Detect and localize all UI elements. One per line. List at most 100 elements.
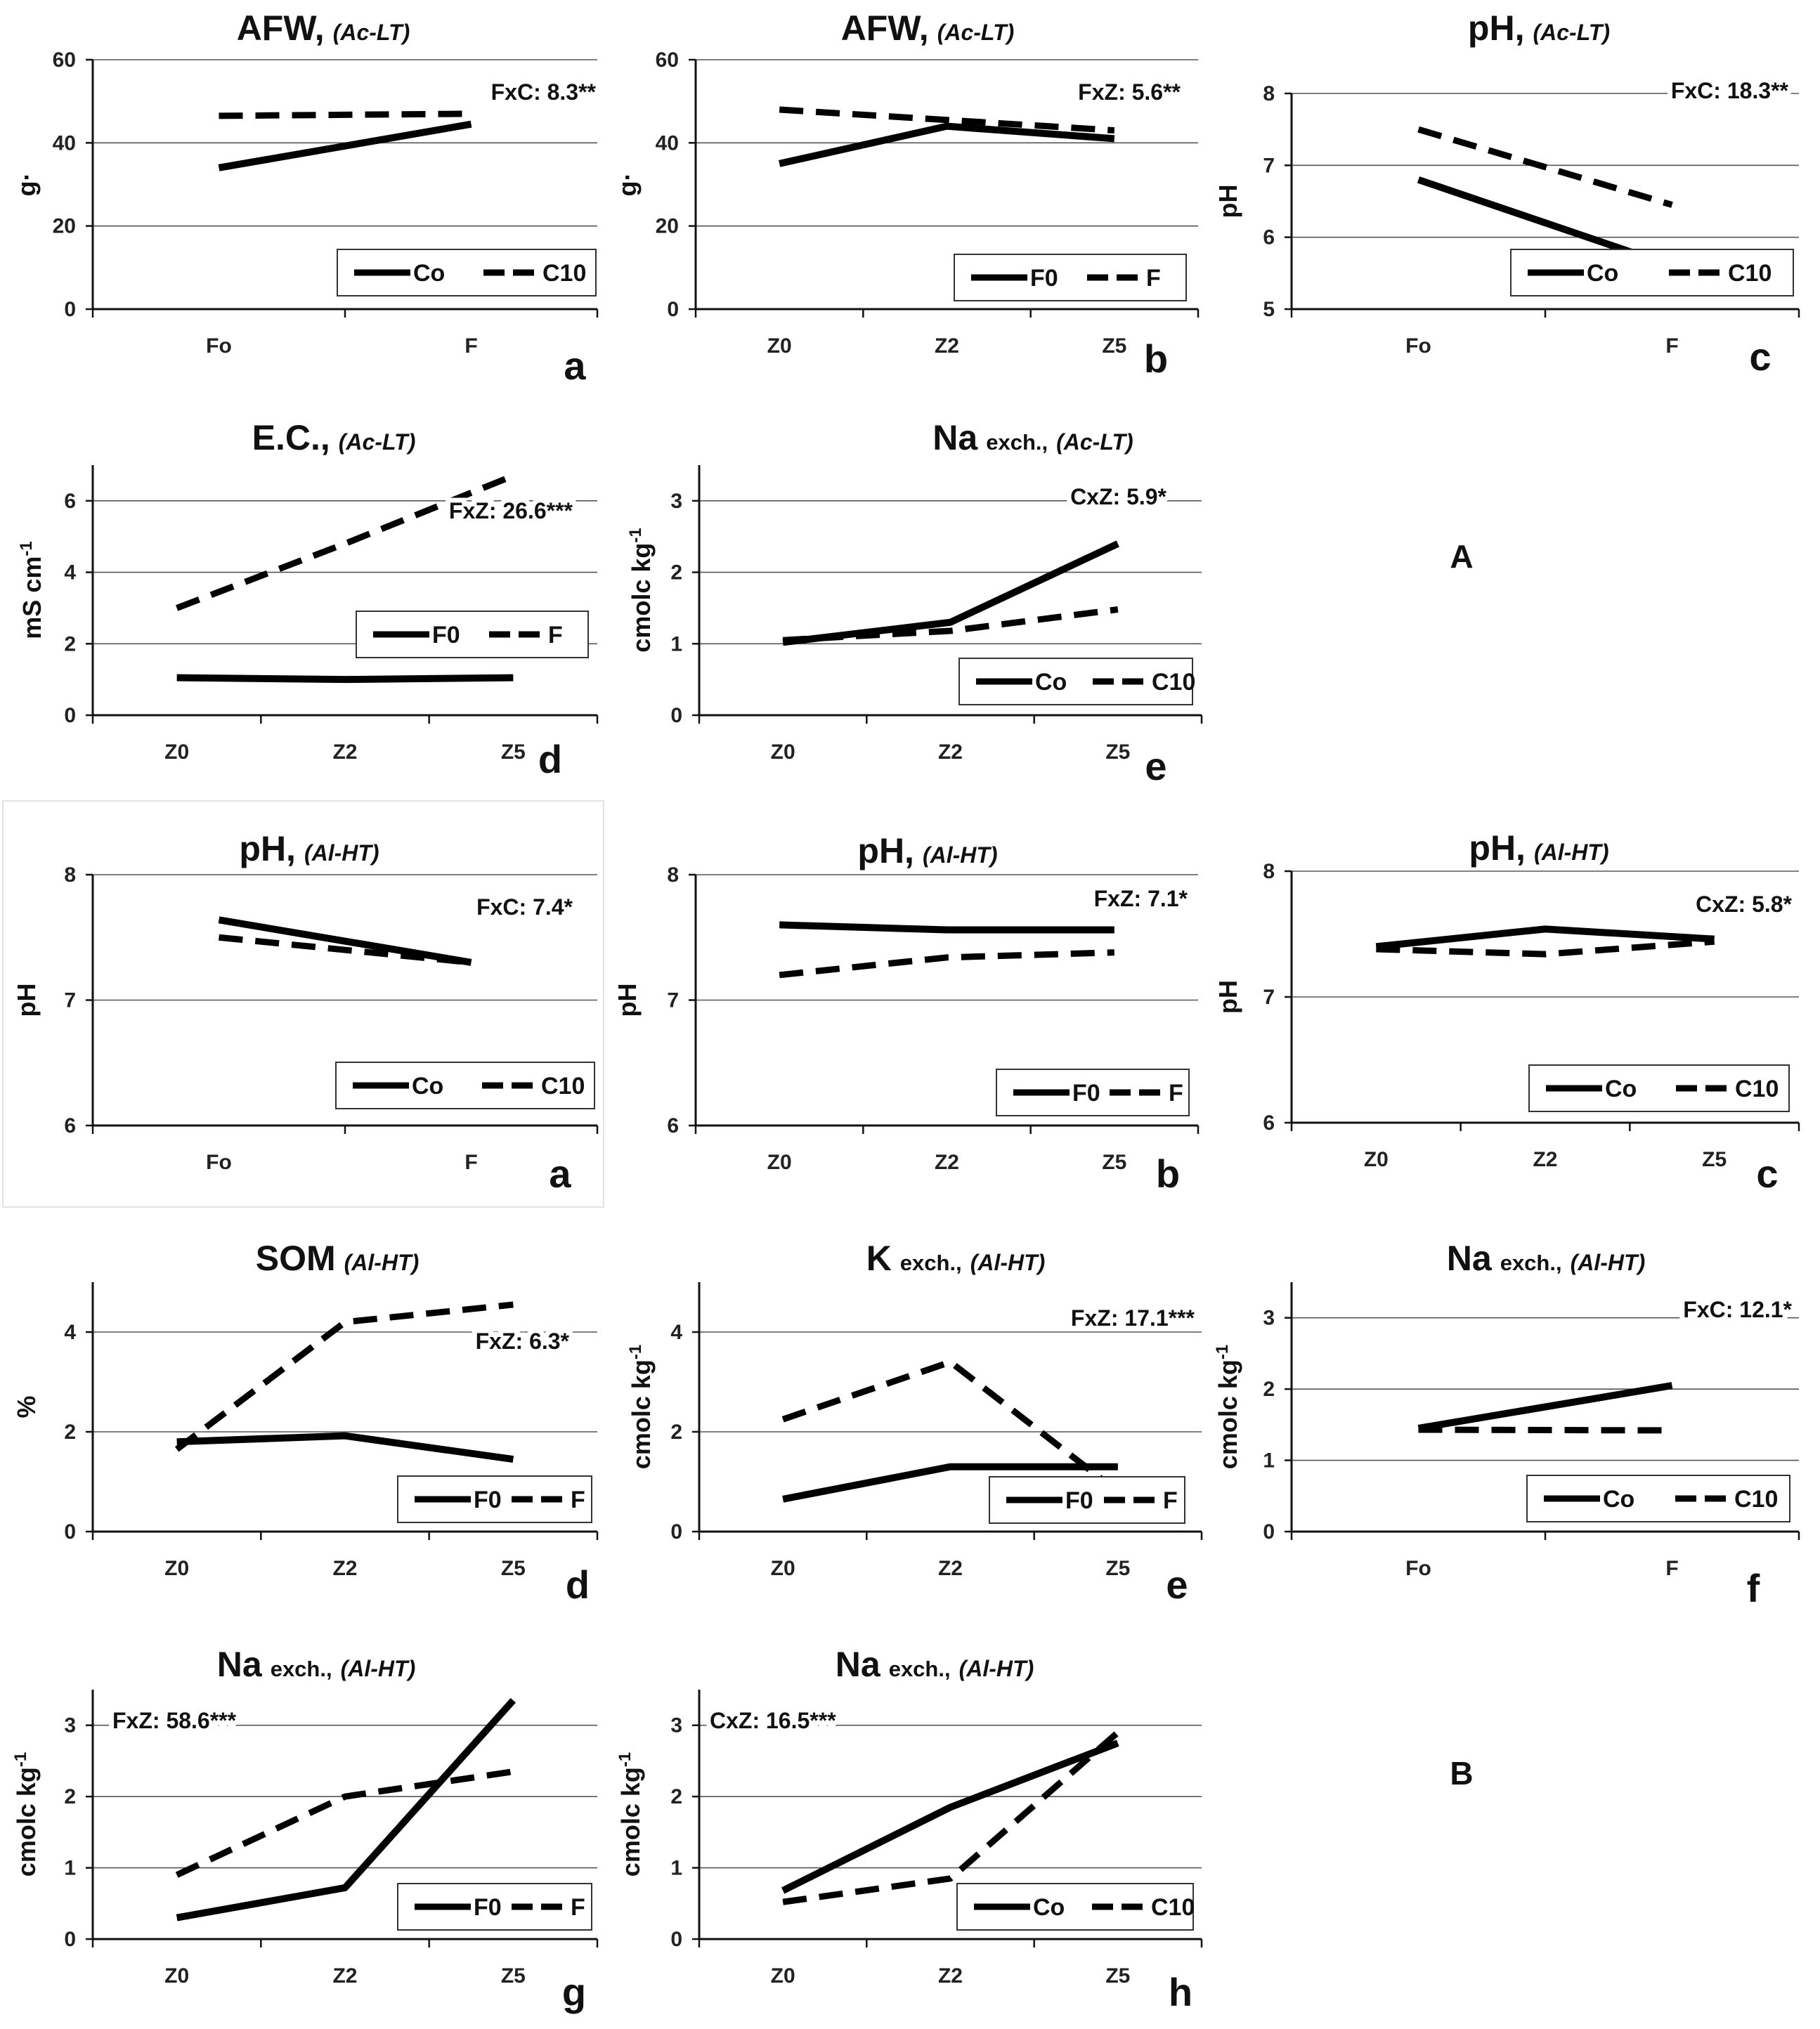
chart-title-qualifier: (Ac-LT) xyxy=(339,429,416,455)
x-tick-label: Z5 xyxy=(1102,1151,1126,1174)
y-tick-label: 7 xyxy=(1263,154,1275,177)
y-axis-label-exponent: -1 xyxy=(1213,1345,1232,1359)
interaction-annotation: CxZ: 5.8* xyxy=(1696,892,1792,917)
y-axis-label: pH xyxy=(1214,980,1242,1014)
data-point-f0 xyxy=(174,675,180,681)
chart-title-sub: exch., xyxy=(986,430,1048,455)
data-point-f0 xyxy=(1112,927,1117,933)
panel-label: a xyxy=(564,344,586,388)
data-point-f0 xyxy=(510,675,516,681)
chart-panel-13: 0 1 2 3 Z0 Z2 Z5 Na exch., (Al-HT) cmolc kg-1 CxZ: … xyxy=(616,1645,1203,2014)
chart-title-sub: exch., xyxy=(900,1251,962,1275)
y-axis-label: mS cm-1 xyxy=(17,541,47,639)
y-tick-label: 6 xyxy=(64,490,76,513)
panel-label: b xyxy=(1156,1151,1180,1196)
y-tick-label: 1 xyxy=(670,1857,682,1880)
y-tick-label: 8 xyxy=(1263,860,1275,883)
data-point-f xyxy=(342,1319,348,1325)
chart-panel-4: 0 2 4 6 Z0 Z2 Z5 E.C., (Ac-LT) mS cm-1 FxZ: 26.6**… xyxy=(17,418,599,781)
legend-label-co: Co xyxy=(1035,669,1067,696)
y-tick-label: 8 xyxy=(1263,82,1275,105)
x-tick-label: Z5 xyxy=(1105,1557,1130,1580)
y-tick-label: 6 xyxy=(667,1114,679,1137)
chart-title-main: K xyxy=(866,1239,892,1278)
data-point-c10 xyxy=(1670,1428,1675,1433)
series-line-f0 xyxy=(779,921,1114,934)
y-axis-label: g· xyxy=(12,173,41,197)
chart-title-qualifier: (Al-HT) xyxy=(923,842,998,868)
legend-label-f: F xyxy=(1169,1080,1183,1107)
data-point-f xyxy=(1112,128,1117,133)
y-tick-label: 0 xyxy=(64,298,76,321)
series-line-f0 xyxy=(782,1463,1118,1503)
x-tick-label: Z5 xyxy=(1702,1148,1727,1171)
chart-title-qualifier: (Al-HT) xyxy=(970,1250,1046,1275)
chart-title-sub: exch., xyxy=(1500,1251,1562,1275)
y-tick-label: 0 xyxy=(64,1928,76,1951)
y-tick-label: 8 xyxy=(667,863,679,887)
interaction-annotation: FxZ: 17.1*** xyxy=(1071,1305,1195,1331)
data-point-f xyxy=(948,1359,954,1365)
y-tick-label: 6 xyxy=(64,1114,76,1137)
chart-title-main: Na xyxy=(932,418,978,457)
section-label-b: B xyxy=(1450,1755,1473,1792)
series-line-co xyxy=(1375,925,1715,951)
y-tick-label: 2 xyxy=(64,1785,76,1808)
x-tick-label: Fo xyxy=(1405,1557,1431,1580)
series-line-c10 xyxy=(219,110,472,119)
data-point-c10 xyxy=(780,637,786,643)
x-tick-label: F xyxy=(1665,1557,1678,1580)
x-tick-label: Z2 xyxy=(938,1964,963,1988)
y-tick-label: 4 xyxy=(64,1321,76,1344)
legend-label-f: F xyxy=(571,1894,585,1921)
chart-title: pH, (Ac-LT) xyxy=(1468,8,1610,48)
legend-label-f: F xyxy=(1146,265,1161,292)
y-tick-label: 6 xyxy=(1263,1111,1275,1135)
y-tick-label: 60 xyxy=(656,48,679,72)
data-point-c10 xyxy=(948,628,954,634)
y-tick-label: 60 xyxy=(53,48,76,72)
chart-title-qualifier: (Ac-LT) xyxy=(1533,20,1610,45)
interaction-annotation: FxZ: 7.1* xyxy=(1094,886,1188,911)
data-point-co xyxy=(948,620,954,625)
legend-label-f: F xyxy=(571,1487,585,1513)
chart-title: Na exch., (Al-HT) xyxy=(836,1645,1034,1684)
data-point-f0 xyxy=(510,1456,516,1462)
x-tick-label: F xyxy=(464,1151,477,1174)
chart-title-main: pH, xyxy=(239,829,296,868)
data-point-c10 xyxy=(216,113,222,119)
series-line-c10 xyxy=(1417,126,1673,208)
y-axis-label: pH xyxy=(12,984,41,1017)
data-point-co xyxy=(948,1804,954,1810)
series-line-f xyxy=(781,1359,1120,1494)
chart-panel-9: 0 2 4 Z0 Z2 Z5 SOM (Al-HT)% FxZ: 6.3* F0 Fd xyxy=(12,1239,599,1607)
y-tick-label: 2 xyxy=(670,1421,682,1444)
y-axis-label: cmolc kg-1 xyxy=(11,1752,41,1877)
interaction-annotation: FxZ: 26.6*** xyxy=(449,498,573,523)
data-point-co xyxy=(1115,541,1121,547)
panel-label: c xyxy=(1749,334,1771,379)
y-axis-label: pH xyxy=(613,984,642,1017)
data-point-f0 xyxy=(948,1464,954,1470)
chart-title-main: AFW, xyxy=(841,8,929,48)
series-line-f xyxy=(174,1301,514,1452)
data-point-c10 xyxy=(1416,126,1422,132)
series-line-f xyxy=(779,106,1115,134)
x-tick-label: Z2 xyxy=(332,1557,357,1580)
legend-label-co: Co xyxy=(412,1073,443,1100)
data-point-c10 xyxy=(1712,939,1717,944)
data-point-f xyxy=(174,1872,180,1878)
data-point-co xyxy=(780,1888,786,1893)
data-point-f xyxy=(944,955,950,960)
legend-label-f0: F0 xyxy=(474,1487,502,1513)
y-axis-label: cmolc kg-1 xyxy=(616,1752,646,1877)
interaction-annotation: FxZ: 58.6*** xyxy=(112,1708,237,1733)
y-axis-label-exponent: -1 xyxy=(11,1752,30,1767)
y-tick-label: 0 xyxy=(670,1928,682,1951)
data-point-f0 xyxy=(1112,136,1117,141)
chart-title: Na exch., (Al-HT) xyxy=(217,1645,415,1684)
chart-panel-12: 0 1 2 3 Z0 Z2 Z5 Na exch., (Al-HT) cmolc kg-1 FxZ: … xyxy=(11,1645,599,2014)
y-tick-label: 7 xyxy=(1263,986,1275,1009)
y-tick-label: 8 xyxy=(64,863,76,887)
